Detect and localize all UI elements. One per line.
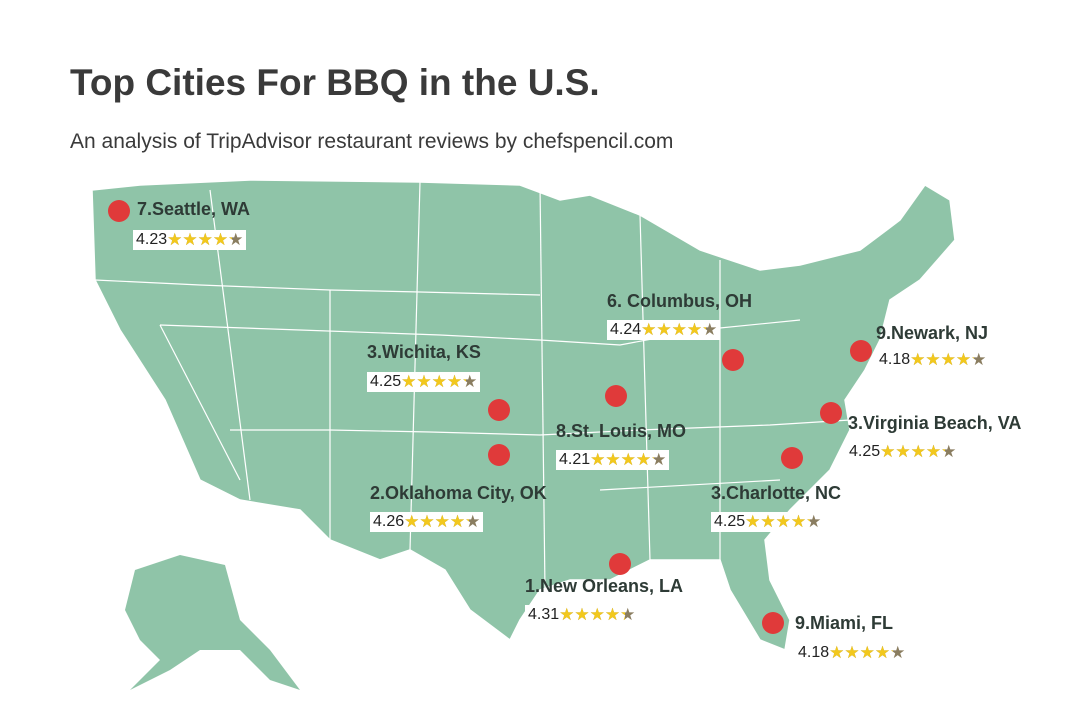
star-icon: ★★ bbox=[182, 230, 198, 249]
city-marker[interactable] bbox=[605, 385, 627, 407]
rating-value: 4.25 bbox=[370, 373, 402, 390]
city-marker[interactable] bbox=[488, 444, 510, 466]
star-icon: ★★ bbox=[197, 230, 213, 249]
rating-value: 4.26 bbox=[373, 513, 405, 530]
map-title: Top Cities For BBQ in the U.S. bbox=[70, 62, 600, 103]
star-icon: ★★ bbox=[806, 512, 822, 531]
star-icon: ★★ bbox=[401, 372, 417, 391]
city-marker[interactable] bbox=[850, 340, 872, 362]
star-icon: ★★ bbox=[449, 512, 466, 531]
star-icon: ★★ bbox=[167, 230, 183, 249]
star-icon: ★★ bbox=[635, 450, 652, 469]
city-marker[interactable] bbox=[722, 349, 744, 371]
rating-value: 4.21 bbox=[559, 451, 591, 468]
star-icon: ★★ bbox=[404, 512, 420, 531]
rating-value: 4.18 bbox=[879, 351, 911, 368]
star-icon: ★★ bbox=[910, 350, 926, 369]
city-marker[interactable] bbox=[781, 447, 803, 469]
star-icon: ★★ bbox=[829, 643, 845, 662]
rating-box: 4.25★★★★★★★★★★ bbox=[367, 372, 481, 392]
rating-box: 4.24★★★★★★★★★★ bbox=[607, 320, 721, 340]
city-label: 1.New Orleans, LA bbox=[525, 576, 684, 596]
star-icon: ★★ bbox=[745, 512, 761, 531]
star-icon: ★★ bbox=[605, 450, 621, 469]
rating-value: 4.25 bbox=[714, 513, 746, 530]
city-label: 8.St. Louis, MO bbox=[556, 421, 687, 441]
star-icon: ★★ bbox=[228, 230, 244, 249]
star-icon: ★★ bbox=[940, 350, 956, 369]
star-icon: ★★ bbox=[589, 605, 605, 624]
star-icon: ★★ bbox=[910, 442, 926, 461]
rating-value: 4.25 bbox=[849, 443, 881, 460]
star-icon: ★★ bbox=[465, 512, 481, 531]
rating-value: 4.31 bbox=[528, 606, 560, 623]
star-icon: ★★ bbox=[604, 605, 621, 624]
star-icon: ★★ bbox=[890, 643, 906, 662]
city-label: 6. Columbus, OH bbox=[607, 291, 753, 311]
city-label: 2.Oklahoma City, OK bbox=[370, 483, 547, 503]
rating-box: 4.25★★★★★★★★★★ bbox=[711, 512, 825, 532]
map-subtitle: An analysis of TripAdvisor restaurant re… bbox=[70, 130, 674, 153]
star-icon: ★★ bbox=[925, 350, 941, 369]
city-label: 3.Wichita, KS bbox=[367, 342, 481, 362]
city-label: 9.Newark, NJ bbox=[876, 323, 989, 343]
city-label: 7.Seattle, WA bbox=[137, 199, 251, 219]
rating-box: 4.21★★★★★★★★★★ bbox=[556, 450, 670, 470]
city-label: 3.Virginia Beach, VA bbox=[848, 413, 1022, 433]
star-icon: ★★ bbox=[620, 605, 636, 624]
rating-box: 4.18★★★★★★★★★★ bbox=[795, 643, 909, 663]
rating-box: 4.18★★★★★★★★★★ bbox=[876, 350, 990, 370]
city-marker[interactable] bbox=[762, 612, 784, 634]
rating-box: 4.23★★★★★★★★★★ bbox=[133, 230, 247, 250]
star-icon: ★★ bbox=[590, 450, 606, 469]
star-icon: ★★ bbox=[895, 442, 911, 461]
star-icon: ★★ bbox=[844, 643, 860, 662]
city-label: 3.Charlotte, NC bbox=[711, 483, 842, 503]
star-icon: ★★ bbox=[574, 605, 590, 624]
rating-value: 4.23 bbox=[136, 231, 168, 248]
star-icon: ★★ bbox=[880, 442, 896, 461]
star-icon: ★★ bbox=[775, 512, 791, 531]
alaska bbox=[125, 555, 300, 690]
star-icon: ★★ bbox=[971, 350, 987, 369]
star-icon: ★★ bbox=[416, 372, 432, 391]
rating-box: 4.25★★★★★★★★★★ bbox=[846, 442, 960, 462]
star-icon: ★★ bbox=[874, 643, 891, 662]
star-icon: ★★ bbox=[212, 230, 229, 249]
star-icon: ★★ bbox=[446, 372, 463, 391]
city-marker[interactable] bbox=[488, 399, 510, 421]
city-marker[interactable] bbox=[820, 402, 842, 424]
city-marker[interactable] bbox=[609, 553, 631, 575]
star-icon: ★★ bbox=[671, 320, 687, 339]
star-icon: ★★ bbox=[790, 512, 807, 531]
star-icon: ★★ bbox=[620, 450, 636, 469]
rating-value: 4.18 bbox=[798, 644, 830, 661]
star-icon: ★★ bbox=[559, 605, 575, 624]
rating-box: 4.31★★★★★★★★★★ bbox=[525, 605, 639, 625]
rating-value: 4.24 bbox=[610, 321, 642, 338]
star-icon: ★★ bbox=[941, 442, 957, 461]
star-icon: ★★ bbox=[431, 372, 447, 391]
star-icon: ★★ bbox=[419, 512, 435, 531]
star-icon: ★★ bbox=[702, 320, 718, 339]
contiguous-us bbox=[91, 179, 956, 652]
star-icon: ★★ bbox=[859, 643, 875, 662]
star-icon: ★★ bbox=[651, 450, 667, 469]
star-icon: ★★ bbox=[641, 320, 657, 339]
city-label: 9.Miami, FL bbox=[795, 613, 894, 633]
city-marker[interactable] bbox=[108, 200, 130, 222]
star-icon: ★★ bbox=[434, 512, 450, 531]
star-icon: ★★ bbox=[955, 350, 972, 369]
star-icon: ★★ bbox=[656, 320, 672, 339]
star-icon: ★★ bbox=[462, 372, 478, 391]
star-icon: ★★ bbox=[686, 320, 703, 339]
star-icon: ★★ bbox=[760, 512, 776, 531]
star-icon: ★★ bbox=[925, 442, 942, 461]
rating-box: 4.26★★★★★★★★★★ bbox=[370, 512, 484, 532]
